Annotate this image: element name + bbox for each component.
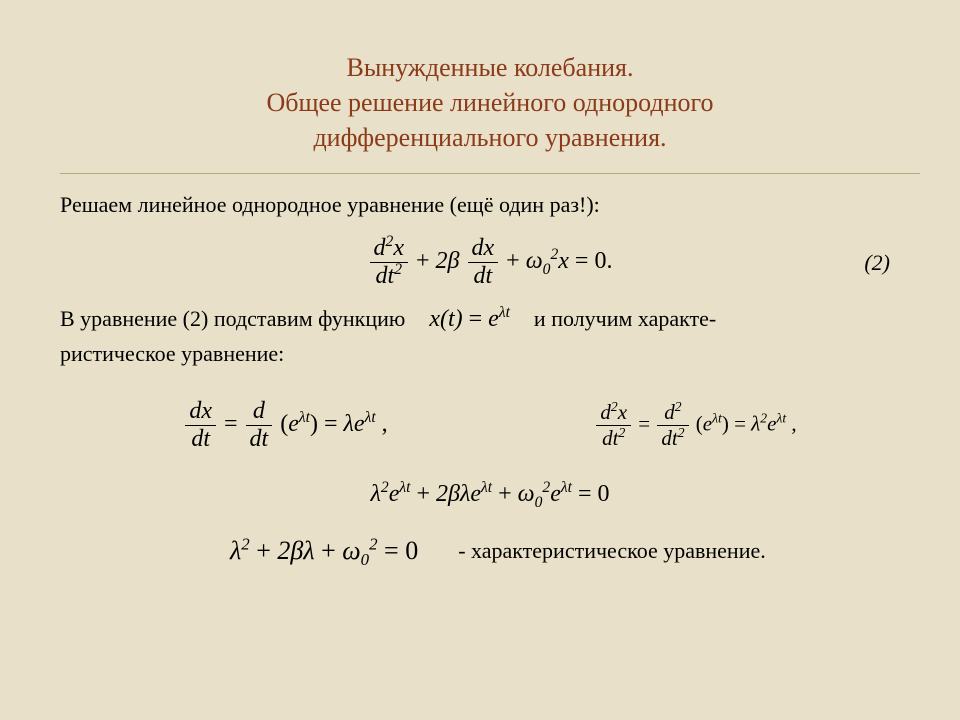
characteristic-equation: λ2 + 2βλ + ω02 = 0	[230, 536, 418, 566]
characteristic-row: λ2 + 2βλ + ω02 = 0 - характеристическое …	[230, 536, 920, 567]
substitution-paragraph: В уравнение (2) подставим функцию x(t) =…	[60, 304, 920, 335]
eq2-math: d2xdt2 + 2β dxdt + ω02x = 0.	[368, 235, 613, 290]
second-derivative: d2xdt2 = d2dt2 (eλt) = λ2eλt ,	[594, 400, 796, 451]
expanded-equation: λ2eλt + 2βλeλt + ω02eλt = 0	[60, 481, 920, 508]
equation-number: (2)	[864, 250, 890, 276]
title-line-3: дифференциального уравнения.	[60, 120, 920, 155]
first-derivative: dxdt = ddt (eλt) = λeλt ,	[183, 398, 387, 453]
para2-c: ристическое уравнение:	[60, 339, 920, 370]
substitution-fn: x(t) = eλt	[429, 306, 510, 333]
intro-text: Решаем линейное однородное уравнение (ещ…	[60, 190, 920, 221]
slide: Вынужденные колебания. Общее решение лин…	[0, 0, 960, 720]
title-line-1: Вынужденные колебания.	[60, 50, 920, 85]
equation-2: d2xdt2 + 2β dxdt + ω02x = 0. (2)	[60, 235, 920, 290]
divider	[60, 173, 920, 174]
para2-b: и получим характе-	[534, 304, 716, 335]
derivatives-row: dxdt = ddt (eλt) = λeλt , d2xdt2 = d2dt2…	[80, 398, 900, 453]
title-line-2: Общее решение линейного однородного	[60, 85, 920, 120]
para2-a: В уравнение (2) подставим функцию	[60, 304, 405, 335]
slide-title: Вынужденные колебания. Общее решение лин…	[60, 50, 920, 155]
characteristic-caption: - характеристическое уравнение.	[458, 536, 766, 567]
